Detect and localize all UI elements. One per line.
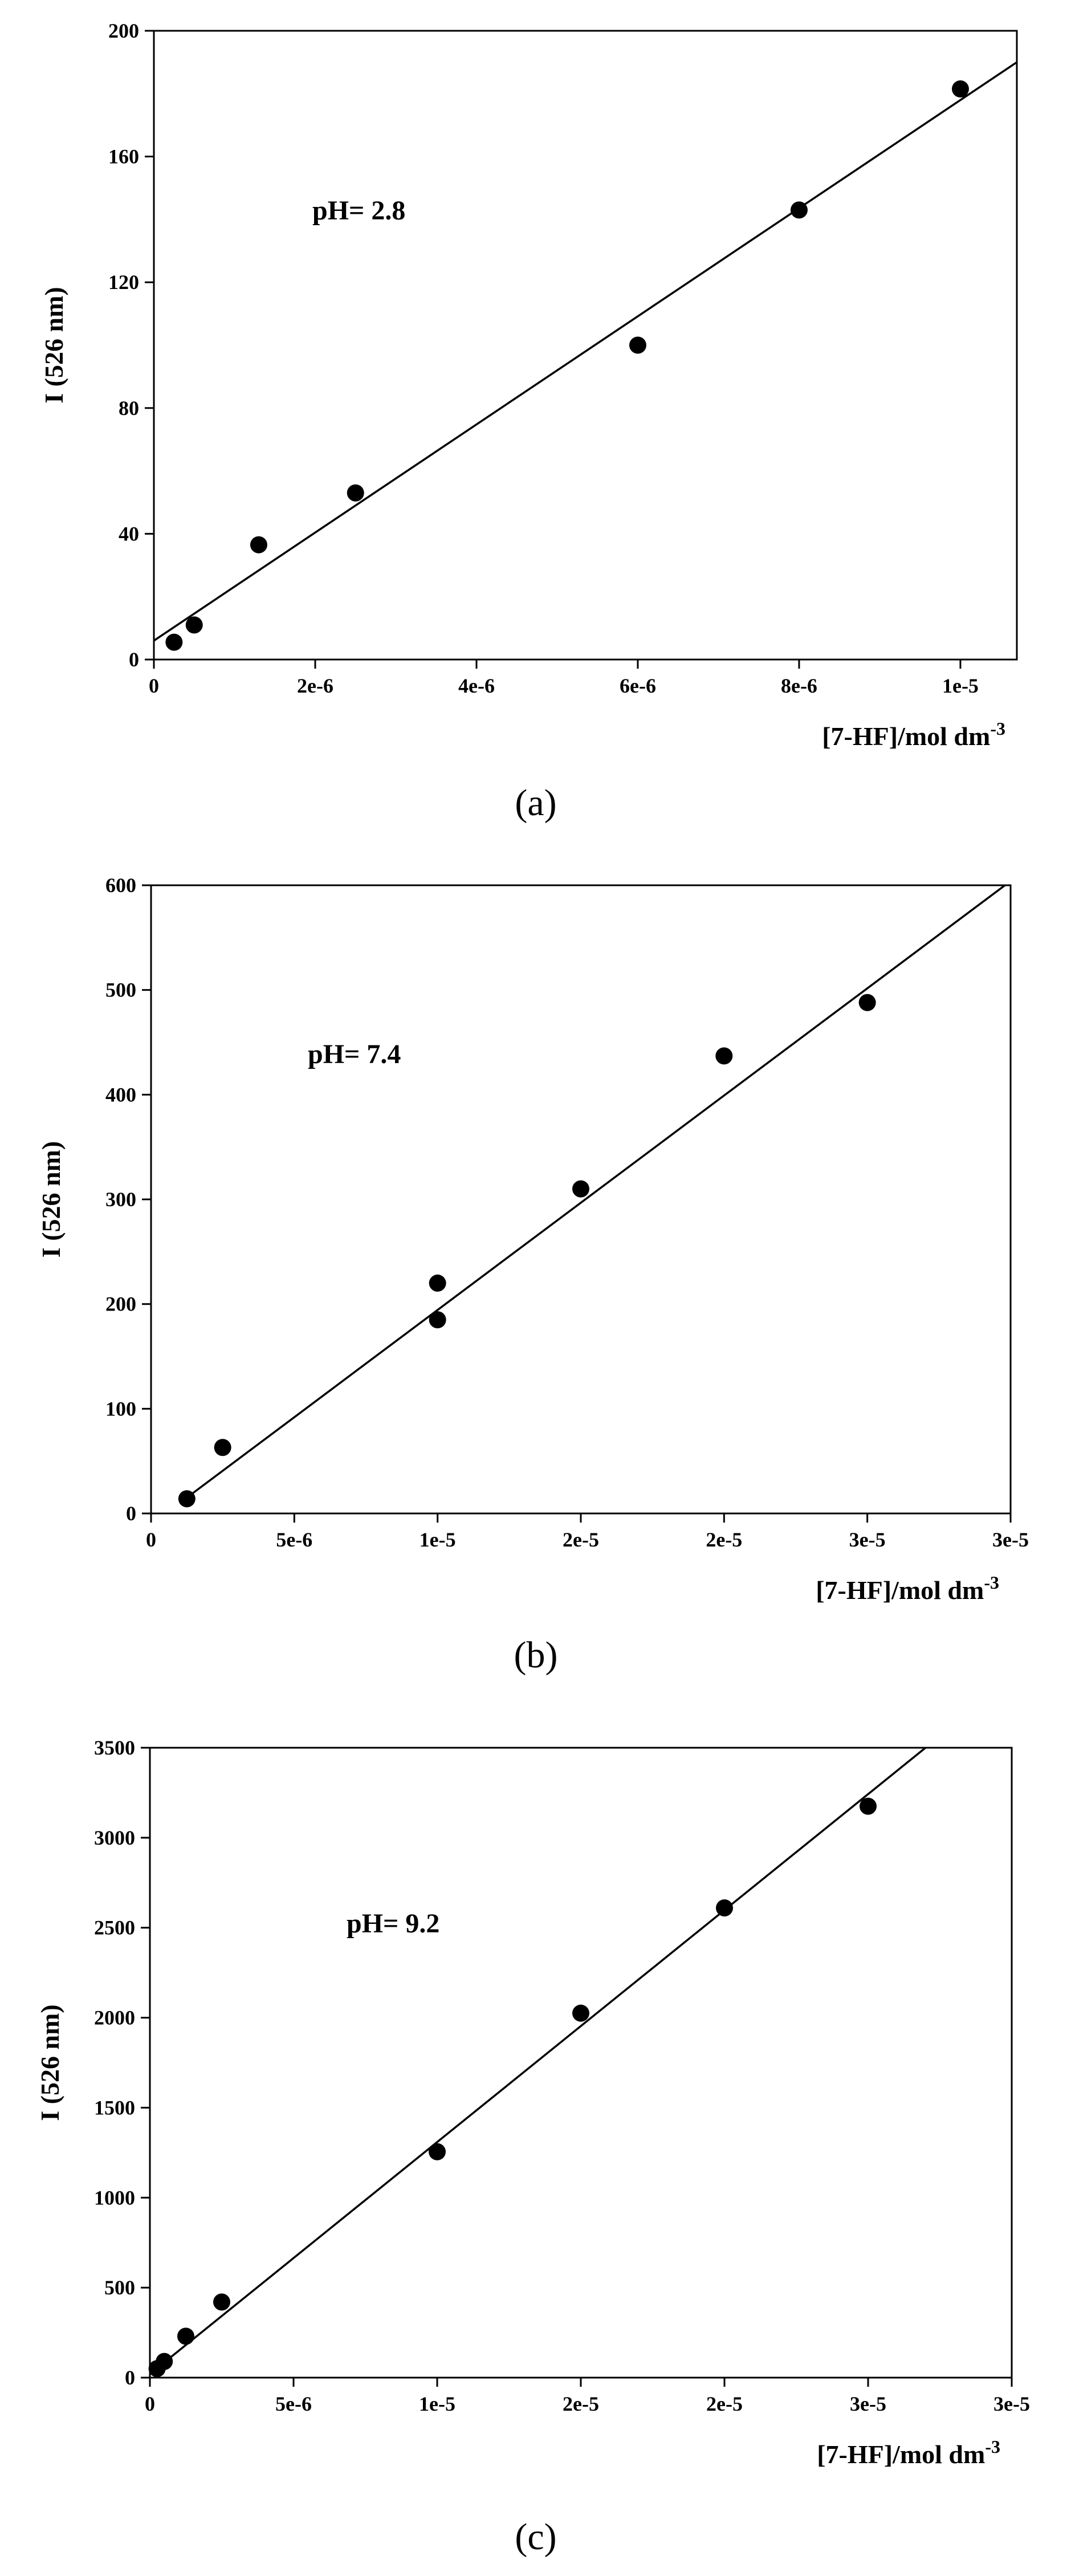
x-tick-label: 4e-6 xyxy=(458,674,495,697)
data-point xyxy=(429,1274,446,1292)
data-point xyxy=(951,80,969,98)
y-tick-label: 1000 xyxy=(94,2186,135,2209)
data-point xyxy=(715,1047,733,1065)
data-point xyxy=(858,994,876,1011)
fit-line xyxy=(179,885,1007,1504)
panel-caption: (c) xyxy=(515,2516,556,2558)
panel-caption: (a) xyxy=(515,782,556,824)
data-point xyxy=(156,2353,173,2370)
ph-annotation: pH= 9.2 xyxy=(347,1908,439,1939)
data-point xyxy=(177,2327,194,2345)
data-point xyxy=(790,201,808,219)
y-tick-label: 0 xyxy=(126,1502,136,1525)
x-tick-label: 1e-5 xyxy=(942,674,979,697)
y-tick-label: 500 xyxy=(105,979,136,1002)
x-tick-label: 2e-5 xyxy=(706,1528,742,1551)
data-point xyxy=(572,2004,589,2022)
y-tick-label: 400 xyxy=(105,1083,136,1106)
ph-annotation: pH= 7.4 xyxy=(308,1039,401,1069)
data-point xyxy=(250,536,267,554)
x-tick-label: 0 xyxy=(146,1528,156,1551)
x-tick-label: 1e-5 xyxy=(419,2392,455,2415)
x-axis-title: [7-HF]/mol dm-3 xyxy=(817,2436,1000,2469)
y-tick-label: 120 xyxy=(108,271,139,294)
data-point xyxy=(178,1490,196,1508)
y-tick-label: 3500 xyxy=(94,1736,135,1759)
x-tick-label: 2e-5 xyxy=(706,2392,743,2415)
data-point xyxy=(429,1311,446,1329)
data-point xyxy=(185,616,203,634)
plot-frame xyxy=(150,884,1012,1515)
x-tick-label: 3e-5 xyxy=(850,2392,886,2415)
y-tick-label: 0 xyxy=(125,2366,135,2389)
x-axis-title-sup: -3 xyxy=(985,2436,1000,2457)
chart-panel-1: 0 40 80 120 160 200 0 2e-6 4e-6 6e-6 8e-6 1e-5 pH= 2… xyxy=(39,19,1018,824)
y-tick-label: 2000 xyxy=(94,2007,135,2029)
x-tick-label: 5e-6 xyxy=(276,1528,312,1551)
x-axis-title: [7-HF]/mol dm-3 xyxy=(822,718,1005,751)
x-tick-label: 3e-5 xyxy=(992,1528,1029,1551)
y-tick-label: 100 xyxy=(105,1397,136,1420)
plot-frame xyxy=(153,30,1018,661)
y-tick-label: 2500 xyxy=(94,1916,135,1939)
y-tick-label: 160 xyxy=(108,145,139,168)
y-axis-title: I (526 nm) xyxy=(35,2004,64,2121)
x-tick-label: 8e-6 xyxy=(781,674,817,697)
fit-line xyxy=(150,1748,926,2375)
y-tick-label: 300 xyxy=(105,1188,136,1211)
data-point xyxy=(629,336,646,354)
data-point xyxy=(716,1899,733,1916)
x-tick-label: 6e-6 xyxy=(620,674,656,697)
x-tick-label: 3e-5 xyxy=(849,1528,886,1551)
panel-caption: (b) xyxy=(514,1634,558,1676)
x-tick-label: 5e-6 xyxy=(275,2392,312,2415)
ph-annotation: pH= 2.8 xyxy=(312,196,405,226)
fit-line xyxy=(154,61,1017,642)
x-tick-label: 1e-5 xyxy=(420,1528,456,1551)
y-tick-label: 40 xyxy=(119,522,139,545)
x-tick-label: 2e-6 xyxy=(297,674,333,697)
x-axis-title-sup: -3 xyxy=(984,1572,999,1593)
x-tick-label: 3e-5 xyxy=(993,2392,1030,2415)
x-axis-title: [7-HF]/mol dm-3 xyxy=(816,1572,999,1605)
y-tick-label: 3000 xyxy=(94,1826,135,1849)
x-axis-title-main: [7-HF]/mol dm xyxy=(817,2440,985,2469)
y-tick-label: 200 xyxy=(105,1293,136,1316)
y-tick-label: 600 xyxy=(105,874,136,897)
y-tick-label: 200 xyxy=(108,19,139,42)
data-point xyxy=(214,1439,231,1456)
y-axis-title: I (526 nm) xyxy=(36,1141,66,1258)
y-tick-label: 1500 xyxy=(94,2096,135,2119)
y-tick-label: 80 xyxy=(119,397,139,420)
y-axis-title: I (526 nm) xyxy=(39,287,68,403)
x-axis-title-main: [7-HF]/mol dm xyxy=(822,722,990,751)
data-point xyxy=(860,1797,877,1815)
x-axis-title-sup: -3 xyxy=(990,718,1005,739)
chart-panel-2: 0 100 200 300 400 500 600 0 5e-6 1e-5 2e-5 2e-5 3e-5… xyxy=(36,874,1029,1676)
data-point xyxy=(572,1180,589,1198)
data-point xyxy=(165,633,183,651)
x-tick-label: 2e-5 xyxy=(563,1528,599,1551)
y-tick-label: 0 xyxy=(129,648,139,671)
x-tick-label: 2e-5 xyxy=(563,2392,599,2415)
x-axis-title-main: [7-HF]/mol dm xyxy=(816,1576,984,1605)
data-point xyxy=(213,2293,230,2311)
x-tick-label: 0 xyxy=(145,2392,155,2415)
data-point xyxy=(429,2143,446,2160)
chart-panel-3: 0 500 1000 1500 2000 2500 3000 3500 0 5e-6 1e-5 2e-… xyxy=(35,1736,1030,2558)
y-tick-label: 500 xyxy=(104,2276,135,2299)
x-tick-label: 0 xyxy=(149,674,159,697)
data-point xyxy=(347,484,364,502)
plot-frame xyxy=(149,1747,1013,2379)
